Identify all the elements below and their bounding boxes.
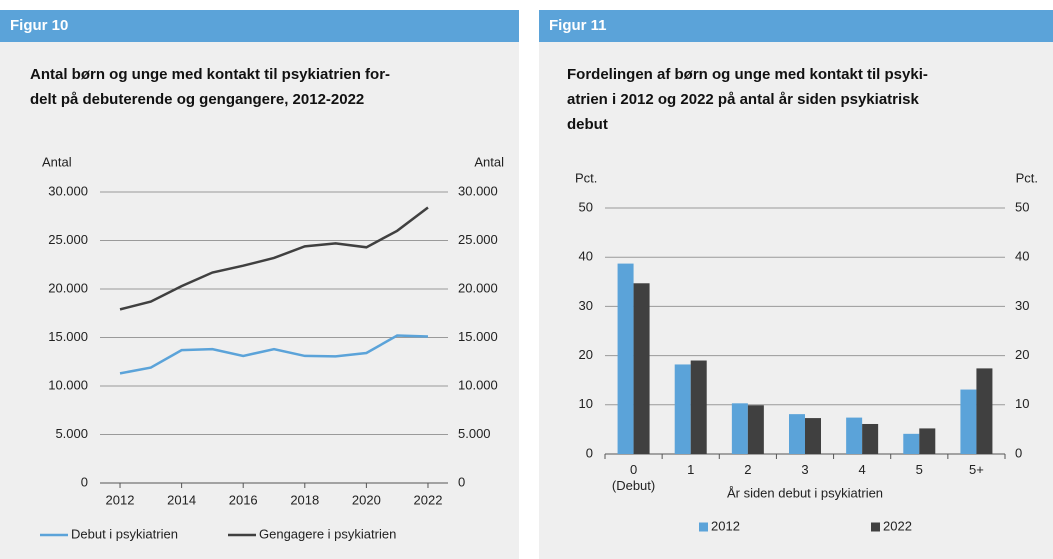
legend-label: Gengagere i psykiatrien: [259, 526, 396, 541]
legend-swatch: [871, 522, 880, 532]
y-tick-label: 50: [579, 199, 593, 214]
bar: [919, 428, 936, 454]
y2-axis-label: Antal: [474, 154, 504, 169]
header-bar: [0, 10, 519, 42]
y-tick-label: 15.000: [48, 329, 88, 344]
chart-title: Antal børn og unge med kontakt til psyki…: [30, 66, 390, 83]
bar: [976, 368, 993, 454]
x-tick-label: 2012: [106, 492, 135, 507]
y-tick-label: 20.000: [48, 280, 88, 295]
y2-tick-label: 10: [1015, 396, 1029, 411]
y2-tick-label: 30: [1015, 298, 1029, 313]
x-tick-label: 2020: [352, 492, 381, 507]
x-tick-label: 5: [915, 462, 923, 477]
legend-label: Debut i psykiatrien: [71, 526, 178, 541]
y-tick-label: 10.000: [48, 377, 88, 392]
y-tick-label: 5.000: [55, 426, 88, 441]
y2-axis-label: Pct.: [1016, 170, 1038, 185]
y2-tick-label: 15.000: [458, 329, 498, 344]
y2-tick-label: 25.000: [458, 232, 498, 247]
bar: [674, 364, 691, 454]
bar: [690, 360, 707, 454]
y2-tick-label: 10.000: [458, 377, 498, 392]
y2-tick-label: 20.000: [458, 280, 498, 295]
y-tick-label: 20: [579, 347, 593, 362]
bar: [846, 417, 863, 454]
y-tick-label: 0: [81, 474, 88, 489]
header: Figur 10: [10, 17, 68, 34]
x-tick-label: 2: [744, 462, 752, 477]
y-tick-label: 10: [579, 396, 593, 411]
chart-title: delt på debuterende og gengangere, 2012-…: [30, 91, 364, 108]
line: [119, 206, 429, 311]
bar: [747, 405, 764, 454]
y-tick-label: 40: [579, 249, 593, 264]
y-tick-label: 30.000: [48, 183, 88, 198]
x-tick-label: 3: [801, 462, 809, 477]
line: [119, 334, 429, 375]
y-tick-label: 25.000: [48, 232, 88, 247]
x-tick-label: 5+: [969, 462, 984, 477]
chart-title: atrien i 2012 og 2022 på antal år siden …: [567, 91, 919, 108]
x-tick-label: 2018: [290, 492, 319, 507]
x-tick-label: 2016: [229, 492, 258, 507]
y-tick-label: 0: [586, 445, 593, 460]
x-tick-label: 2014: [167, 492, 196, 507]
bar: [903, 433, 920, 454]
x-tick-label: 4: [858, 462, 866, 477]
y2-tick-label: 40: [1015, 249, 1029, 264]
header-bar: [539, 10, 1053, 42]
y2-tick-label: 30.000: [458, 183, 498, 198]
x-tick-label: 1: [687, 462, 695, 477]
chart-title: debut: [567, 116, 608, 133]
x-tick-label: 2022: [414, 492, 443, 507]
bar: [731, 403, 748, 454]
x-tick-label: 0 (Debut): [611, 462, 656, 493]
y2-tick-label: 0: [1015, 445, 1022, 460]
bar: [805, 418, 821, 454]
y2-tick-label: 0: [458, 474, 465, 489]
legend-swatch: [699, 522, 708, 532]
bar: [862, 423, 879, 454]
bar: [960, 389, 977, 454]
bar: [633, 283, 650, 454]
y2-tick-label: 50: [1015, 199, 1029, 214]
legend-label: 2022: [883, 518, 912, 533]
y2-tick-label: 20: [1015, 347, 1029, 362]
y-axis-label: Antal: [42, 154, 72, 169]
y-axis-label: Pct.: [575, 170, 597, 185]
y2-tick-label: 5.000: [458, 426, 491, 441]
bar: [789, 414, 805, 454]
chart-title: Fordelingen af børn og unge med kontakt …: [567, 66, 928, 83]
legend-label: 2012: [711, 518, 740, 533]
header: Figur 11: [549, 17, 607, 34]
y-tick-label: 30: [579, 298, 593, 313]
bar: [617, 263, 634, 454]
panel: [0, 10, 519, 559]
x-axis-label: År siden debut i psykiatrien: [727, 485, 883, 500]
